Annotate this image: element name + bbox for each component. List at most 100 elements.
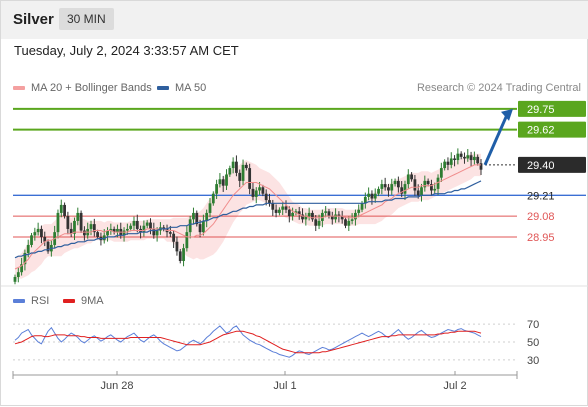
rsi-tick-label-0: 70 [527,319,539,331]
candle-body [294,211,298,213]
legend-item-ma50: MA 50 [157,82,206,94]
legend-item-rsi: RSI [13,295,49,307]
candle-body [443,161,447,169]
price-label-1: 29.62 [527,125,555,137]
candle-body [304,216,308,220]
candle-body [76,212,80,221]
candle-body [380,184,384,189]
legend-label-9ma: 9MA [81,295,104,307]
candle-body [182,248,185,261]
candle-body [413,179,417,191]
symbol-title: Silver [13,11,54,28]
candle-body [258,187,261,191]
candle-body [463,156,466,159]
candle-body [459,153,463,157]
9ma-swatch [63,299,75,304]
candle-body [344,219,347,226]
candle-body [254,190,258,197]
candle-body [221,179,225,186]
candle-body [201,220,205,233]
candle-body [433,188,437,191]
price-label-5: 28.95 [527,232,555,244]
candle-body [132,220,136,226]
candle-body [479,163,483,170]
candle-body [330,216,334,220]
candle-body [96,232,100,237]
candle-body [337,214,341,217]
projection-arrow-head [501,108,513,121]
ma50-swatch [157,86,169,91]
candle-body [301,214,304,220]
candle-body [122,230,126,236]
candle-body [436,177,440,189]
candle-body [268,200,271,204]
candle-body [248,168,252,189]
candle-body [30,235,33,245]
ma20-line [14,164,481,270]
candle-body [370,193,374,199]
candle-body [79,212,83,231]
legend-label-ma50: MA 50 [175,82,207,94]
candle-body [390,184,394,191]
candle-body [145,222,149,226]
candle-body [446,161,450,165]
candle-body [363,196,367,204]
candle-body [456,153,460,161]
candle-body [125,228,129,231]
candle-body [83,230,86,236]
legend-item-9ma: 9MA [63,295,104,307]
candle-body [185,232,189,249]
price-label-4: 29.08 [527,211,555,223]
candle-body [56,212,60,233]
candle-body [320,212,324,221]
candle-body [26,244,30,253]
candle-body [466,155,470,159]
candle-body [367,193,371,197]
candle-body [73,220,76,234]
candle-body [264,193,268,201]
candle-body [13,276,17,282]
price-label-2: 29.40 [527,160,555,172]
candle-body [238,172,242,181]
candle-body [347,220,351,226]
rsi-swatch [13,299,25,304]
price-tag-bg-0 [518,100,586,117]
candle-body [420,187,423,196]
candle-body [129,225,133,229]
candle-body [334,214,337,220]
candle-body [357,209,361,213]
candle-body [231,161,235,169]
candle-body [66,216,70,229]
candle-body [102,235,106,241]
timeframe-button[interactable]: 30 MIN [59,8,114,30]
candle-body [168,232,172,234]
ma50-line [14,180,482,259]
candle-body [324,211,328,213]
candle-body [175,241,179,252]
ma20-swatch [13,86,25,91]
candle-body [453,158,456,161]
candle-body [46,241,50,252]
candle-body [327,211,331,217]
candle-body [393,180,397,185]
candle-body [241,164,245,181]
candle-body [274,209,278,213]
header-bar: Silver 30 MIN [1,1,588,39]
candle-body [172,233,176,242]
projection-arrow-shaft [483,114,509,166]
candle-body [406,174,410,185]
price-tag-bg-2 [518,156,586,173]
price-label-3: 29.21 [527,190,555,202]
legend-label-rsi: RSI [31,295,50,307]
candle-body [16,272,20,277]
candle-body [225,174,228,186]
legend-item-ma20: MA 20 + Bollinger Bands [13,82,152,94]
candle-body [142,225,146,233]
candle-body [192,212,195,220]
datetime-label: Tuesday, July 2, 2024 3:33:57 AM CET [14,43,239,58]
candle-body [439,168,443,178]
candle-body [287,209,291,217]
candle-body [284,206,288,210]
candle-body [92,224,96,233]
